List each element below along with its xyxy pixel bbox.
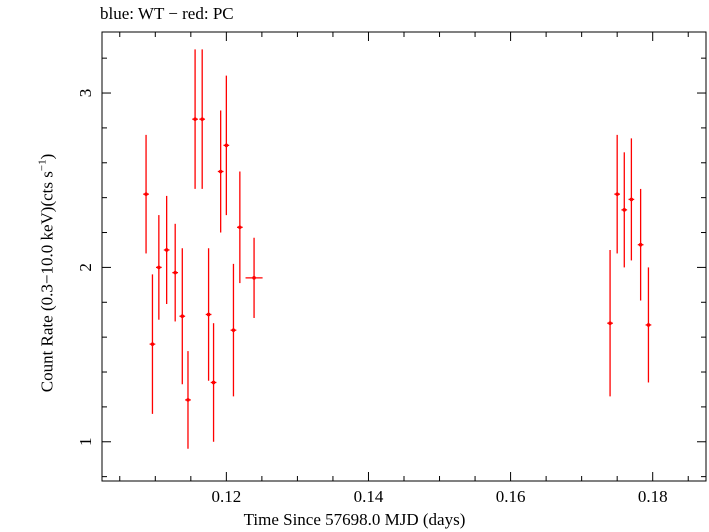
point-marker bbox=[252, 276, 256, 280]
x-tick-label: 0.16 bbox=[496, 487, 526, 506]
data-point bbox=[163, 195, 170, 305]
y-tick-label: 2 bbox=[76, 263, 95, 272]
point-marker bbox=[218, 169, 223, 174]
y-tick-label: 1 bbox=[76, 438, 95, 447]
point-marker bbox=[150, 342, 155, 346]
data-point bbox=[156, 215, 162, 320]
data-point bbox=[621, 152, 628, 268]
y-axis-label: Count Rate (0.3−10.0 keV)(cts s−1) bbox=[36, 153, 57, 393]
data-point bbox=[179, 248, 186, 385]
data-point bbox=[230, 263, 237, 397]
data-point bbox=[628, 138, 635, 261]
x-tick-label: 0.18 bbox=[638, 487, 668, 506]
axis-ticks: 0.12 0.14 0.16 0.18 1 2 3 bbox=[76, 32, 706, 506]
data-point bbox=[637, 188, 644, 301]
plot-frame bbox=[101, 31, 707, 482]
data-point bbox=[185, 351, 191, 449]
data-point bbox=[172, 223, 179, 322]
point-marker bbox=[164, 248, 169, 252]
point-marker bbox=[615, 192, 619, 196]
y-tick-label: 3 bbox=[76, 89, 95, 98]
point-marker bbox=[608, 321, 612, 325]
data-points bbox=[143, 49, 652, 449]
point-marker bbox=[638, 242, 643, 247]
data-point bbox=[149, 274, 156, 414]
x-tick-label: 0.12 bbox=[211, 487, 241, 506]
data-point bbox=[645, 267, 652, 383]
data-point bbox=[217, 110, 224, 233]
data-point bbox=[614, 134, 621, 254]
data-point bbox=[210, 323, 217, 442]
data-point bbox=[245, 237, 263, 318]
point-marker bbox=[224, 143, 229, 148]
data-point bbox=[205, 248, 212, 381]
point-marker bbox=[211, 380, 216, 385]
data-point bbox=[192, 49, 198, 189]
data-point bbox=[237, 171, 243, 284]
point-marker bbox=[180, 314, 185, 319]
data-point bbox=[143, 134, 149, 254]
point-marker bbox=[173, 270, 177, 275]
x-tick-label: 0.14 bbox=[354, 487, 384, 506]
data-point bbox=[199, 49, 206, 189]
point-marker bbox=[622, 208, 627, 212]
point-marker bbox=[646, 323, 651, 327]
chart-title: blue: WT − red: PC bbox=[100, 4, 234, 23]
point-marker bbox=[157, 265, 161, 270]
point-marker bbox=[231, 328, 236, 332]
point-marker bbox=[193, 117, 197, 121]
point-marker bbox=[200, 117, 204, 121]
point-marker bbox=[186, 398, 190, 402]
x-axis-label: Time Since 57698.0 MJD (days) bbox=[243, 510, 466, 529]
point-marker bbox=[144, 192, 148, 196]
data-point bbox=[223, 75, 230, 216]
data-point bbox=[607, 249, 613, 397]
point-marker bbox=[629, 197, 634, 202]
point-marker bbox=[238, 225, 242, 230]
point-marker bbox=[206, 312, 211, 317]
